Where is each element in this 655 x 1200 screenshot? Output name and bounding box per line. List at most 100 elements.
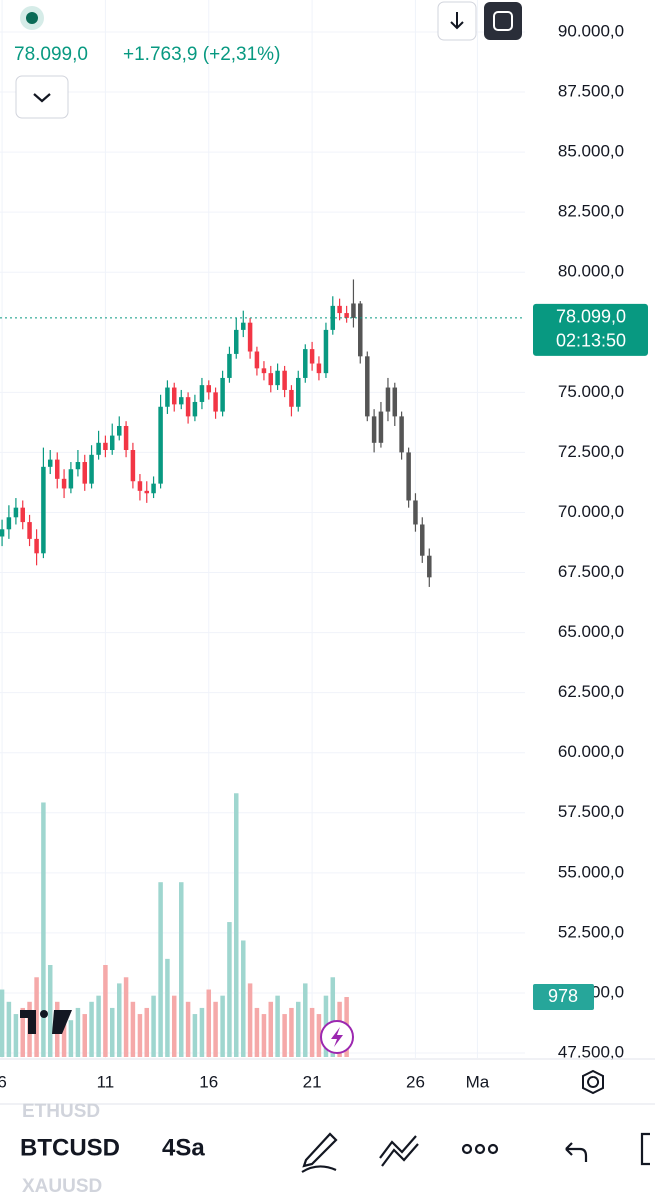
fullscreen-button[interactable] [484,2,522,40]
volume-bar [241,940,246,1057]
candle-body [309,349,315,364]
candle [220,370,225,417]
candle [130,442,136,489]
candle-body [68,469,74,489]
volume-bar [275,995,280,1057]
volume-bar [296,1001,301,1057]
candle [61,469,67,499]
volume-bar [199,1007,205,1057]
volume-bar [117,983,122,1057]
y-tick-label: 65.000,0 [558,622,624,641]
candle-body [75,462,81,470]
candle-body [89,454,94,484]
candle-body [192,401,198,417]
interval[interactable]: 4Sa [162,1134,205,1161]
volume-bar [192,1014,198,1057]
volume-bar [34,977,39,1057]
volume-bar [137,1014,143,1057]
volume-bar [75,1007,81,1057]
candle-body [213,392,218,412]
candle [103,435,108,458]
volume-bar [179,882,184,1057]
volume-bar [220,995,225,1057]
y-tick-label: 82.500,0 [558,202,624,221]
volume-bar [247,983,253,1057]
settings-button[interactable] [582,1069,604,1095]
volume-bar [61,1014,67,1057]
candle [75,450,81,477]
y-tick-label: 55.000,0 [558,862,624,881]
candle [117,416,122,441]
candle-body [20,507,25,523]
candle [282,365,287,398]
volume-bar [13,1014,19,1057]
candle [47,450,53,475]
candle [234,317,239,359]
candle [227,346,232,383]
candle-body [227,353,232,378]
candle-body [109,435,115,451]
candle [151,476,156,499]
candle-body [0,529,5,537]
grid [0,0,525,1058]
symbol[interactable]: BTCUSD [20,1134,120,1161]
volume-bar [20,1007,25,1057]
candle-body [96,442,101,455]
candle [206,380,212,400]
candle [385,377,391,422]
volume-bar [47,965,53,1057]
price-tag-countdown: 02:13:50 [556,331,626,351]
volume-bar [261,1014,267,1057]
volume-bar [316,1014,322,1057]
candle-body [427,555,432,578]
candle-body [344,313,349,318]
volume-tag-value: 978 [548,986,578,1006]
volume-bar [165,958,170,1057]
candle-body [282,370,287,390]
y-tick-label: 72.500,0 [558,442,624,461]
candle [254,346,260,376]
y-tick-label: 87.500,0 [558,82,624,101]
candle [268,365,274,393]
volume-bar [68,1020,74,1057]
pattern-tool[interactable] [379,1135,419,1167]
volume-bar [234,793,239,1057]
candle [296,370,301,412]
candle-body [261,368,267,374]
candle-body [185,397,191,417]
volume-bar [289,1007,294,1057]
candle-body [179,397,184,405]
expand-button[interactable] [15,75,69,119]
volume-bar [206,989,212,1057]
candle-body [413,500,418,525]
undo-button[interactable] [565,1142,588,1162]
volume-bar [158,882,163,1057]
candle-body [316,363,322,374]
volume-bar [144,1007,150,1057]
symbol-prev[interactable]: ETHUSD [22,1101,100,1122]
volume-pane [0,793,349,1057]
candle-body [199,385,205,402]
candle [351,279,356,328]
draw-tool[interactable] [301,1132,338,1173]
candle [55,452,60,489]
last-price: 78.099,0 [14,44,88,65]
candle-body [378,411,384,443]
price-pane [0,279,525,587]
volume-bar [41,802,46,1057]
candle [144,481,150,503]
volume-bar [282,1014,287,1057]
symbol-next[interactable]: XAUUSD [22,1176,102,1197]
volume-bar [0,989,5,1057]
y-tick-label: 85.000,0 [558,142,624,161]
more-panel-button[interactable] [640,1132,650,1166]
candle-body [330,305,336,330]
candle [378,401,384,448]
candle-body [220,377,225,412]
candle-body [34,538,39,554]
candle-body [41,466,46,554]
more-button[interactable] [461,1143,499,1155]
volume-bar [103,965,108,1057]
y-tick-label: 75.000,0 [558,382,624,401]
candle [337,298,342,321]
